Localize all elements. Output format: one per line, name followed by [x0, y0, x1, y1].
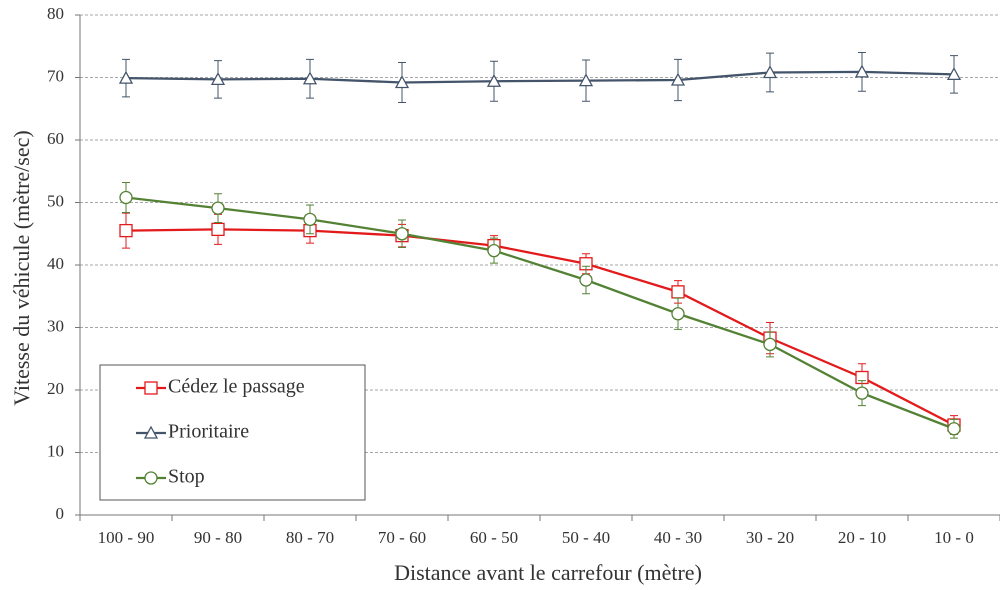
x-tick-label: 90 - 80 — [194, 528, 242, 547]
series-line — [125, 196, 955, 430]
y-tick-label: 60 — [47, 129, 64, 148]
y-tick-label: 70 — [47, 66, 64, 85]
marker — [671, 307, 685, 321]
marker — [487, 243, 501, 258]
x-axis-label: Distance avant le carrefour (mètre) — [394, 560, 702, 585]
marker — [486, 73, 502, 87]
x-tick-label: 40 - 30 — [654, 528, 702, 547]
marker — [211, 222, 225, 237]
y-tick-label: 0 — [56, 504, 65, 523]
x-tick-label: 30 - 20 — [746, 528, 794, 547]
series-line — [125, 70, 955, 84]
marker — [302, 71, 318, 85]
marker — [119, 223, 133, 238]
marker — [946, 67, 962, 81]
legend-label: Stop — [168, 466, 205, 488]
x-tick-label: 60 - 50 — [470, 528, 518, 547]
y-tick-label: 80 — [47, 4, 64, 23]
x-tick-label: 70 - 60 — [378, 528, 426, 547]
marker — [143, 425, 159, 439]
marker — [303, 212, 317, 227]
x-tick-label: 50 - 40 — [562, 528, 610, 547]
y-tick-label: 50 — [47, 191, 64, 210]
y-tick-label: 40 — [47, 254, 64, 273]
marker — [210, 72, 226, 86]
marker — [119, 190, 133, 205]
y-tick-label: 30 — [47, 316, 64, 335]
legend-label: Cédez le passage — [168, 376, 305, 398]
y-tick-label: 10 — [47, 441, 64, 460]
marker — [578, 73, 594, 87]
marker — [855, 386, 869, 400]
x-tick-label: 10 - 0 — [934, 528, 974, 547]
marker — [763, 337, 777, 352]
marker — [579, 273, 593, 287]
marker — [854, 64, 870, 78]
x-tick-label: 80 - 70 — [286, 528, 334, 547]
marker — [671, 285, 685, 299]
legend-label: Prioritaire — [168, 421, 249, 443]
series-line — [125, 228, 955, 427]
marker — [762, 65, 778, 79]
x-tick-label: 100 - 90 — [98, 528, 155, 547]
marker — [395, 227, 409, 241]
marker — [947, 422, 961, 436]
marker — [211, 201, 225, 215]
marker — [394, 75, 410, 89]
y-axis-label: Vitesse du véhicule (mètre/sec) — [9, 130, 34, 405]
marker — [118, 70, 134, 84]
y-tick-label: 20 — [47, 379, 64, 398]
marker — [670, 72, 686, 86]
marker — [144, 381, 158, 395]
marker — [144, 471, 158, 485]
x-tick-label: 20 - 10 — [838, 528, 886, 547]
